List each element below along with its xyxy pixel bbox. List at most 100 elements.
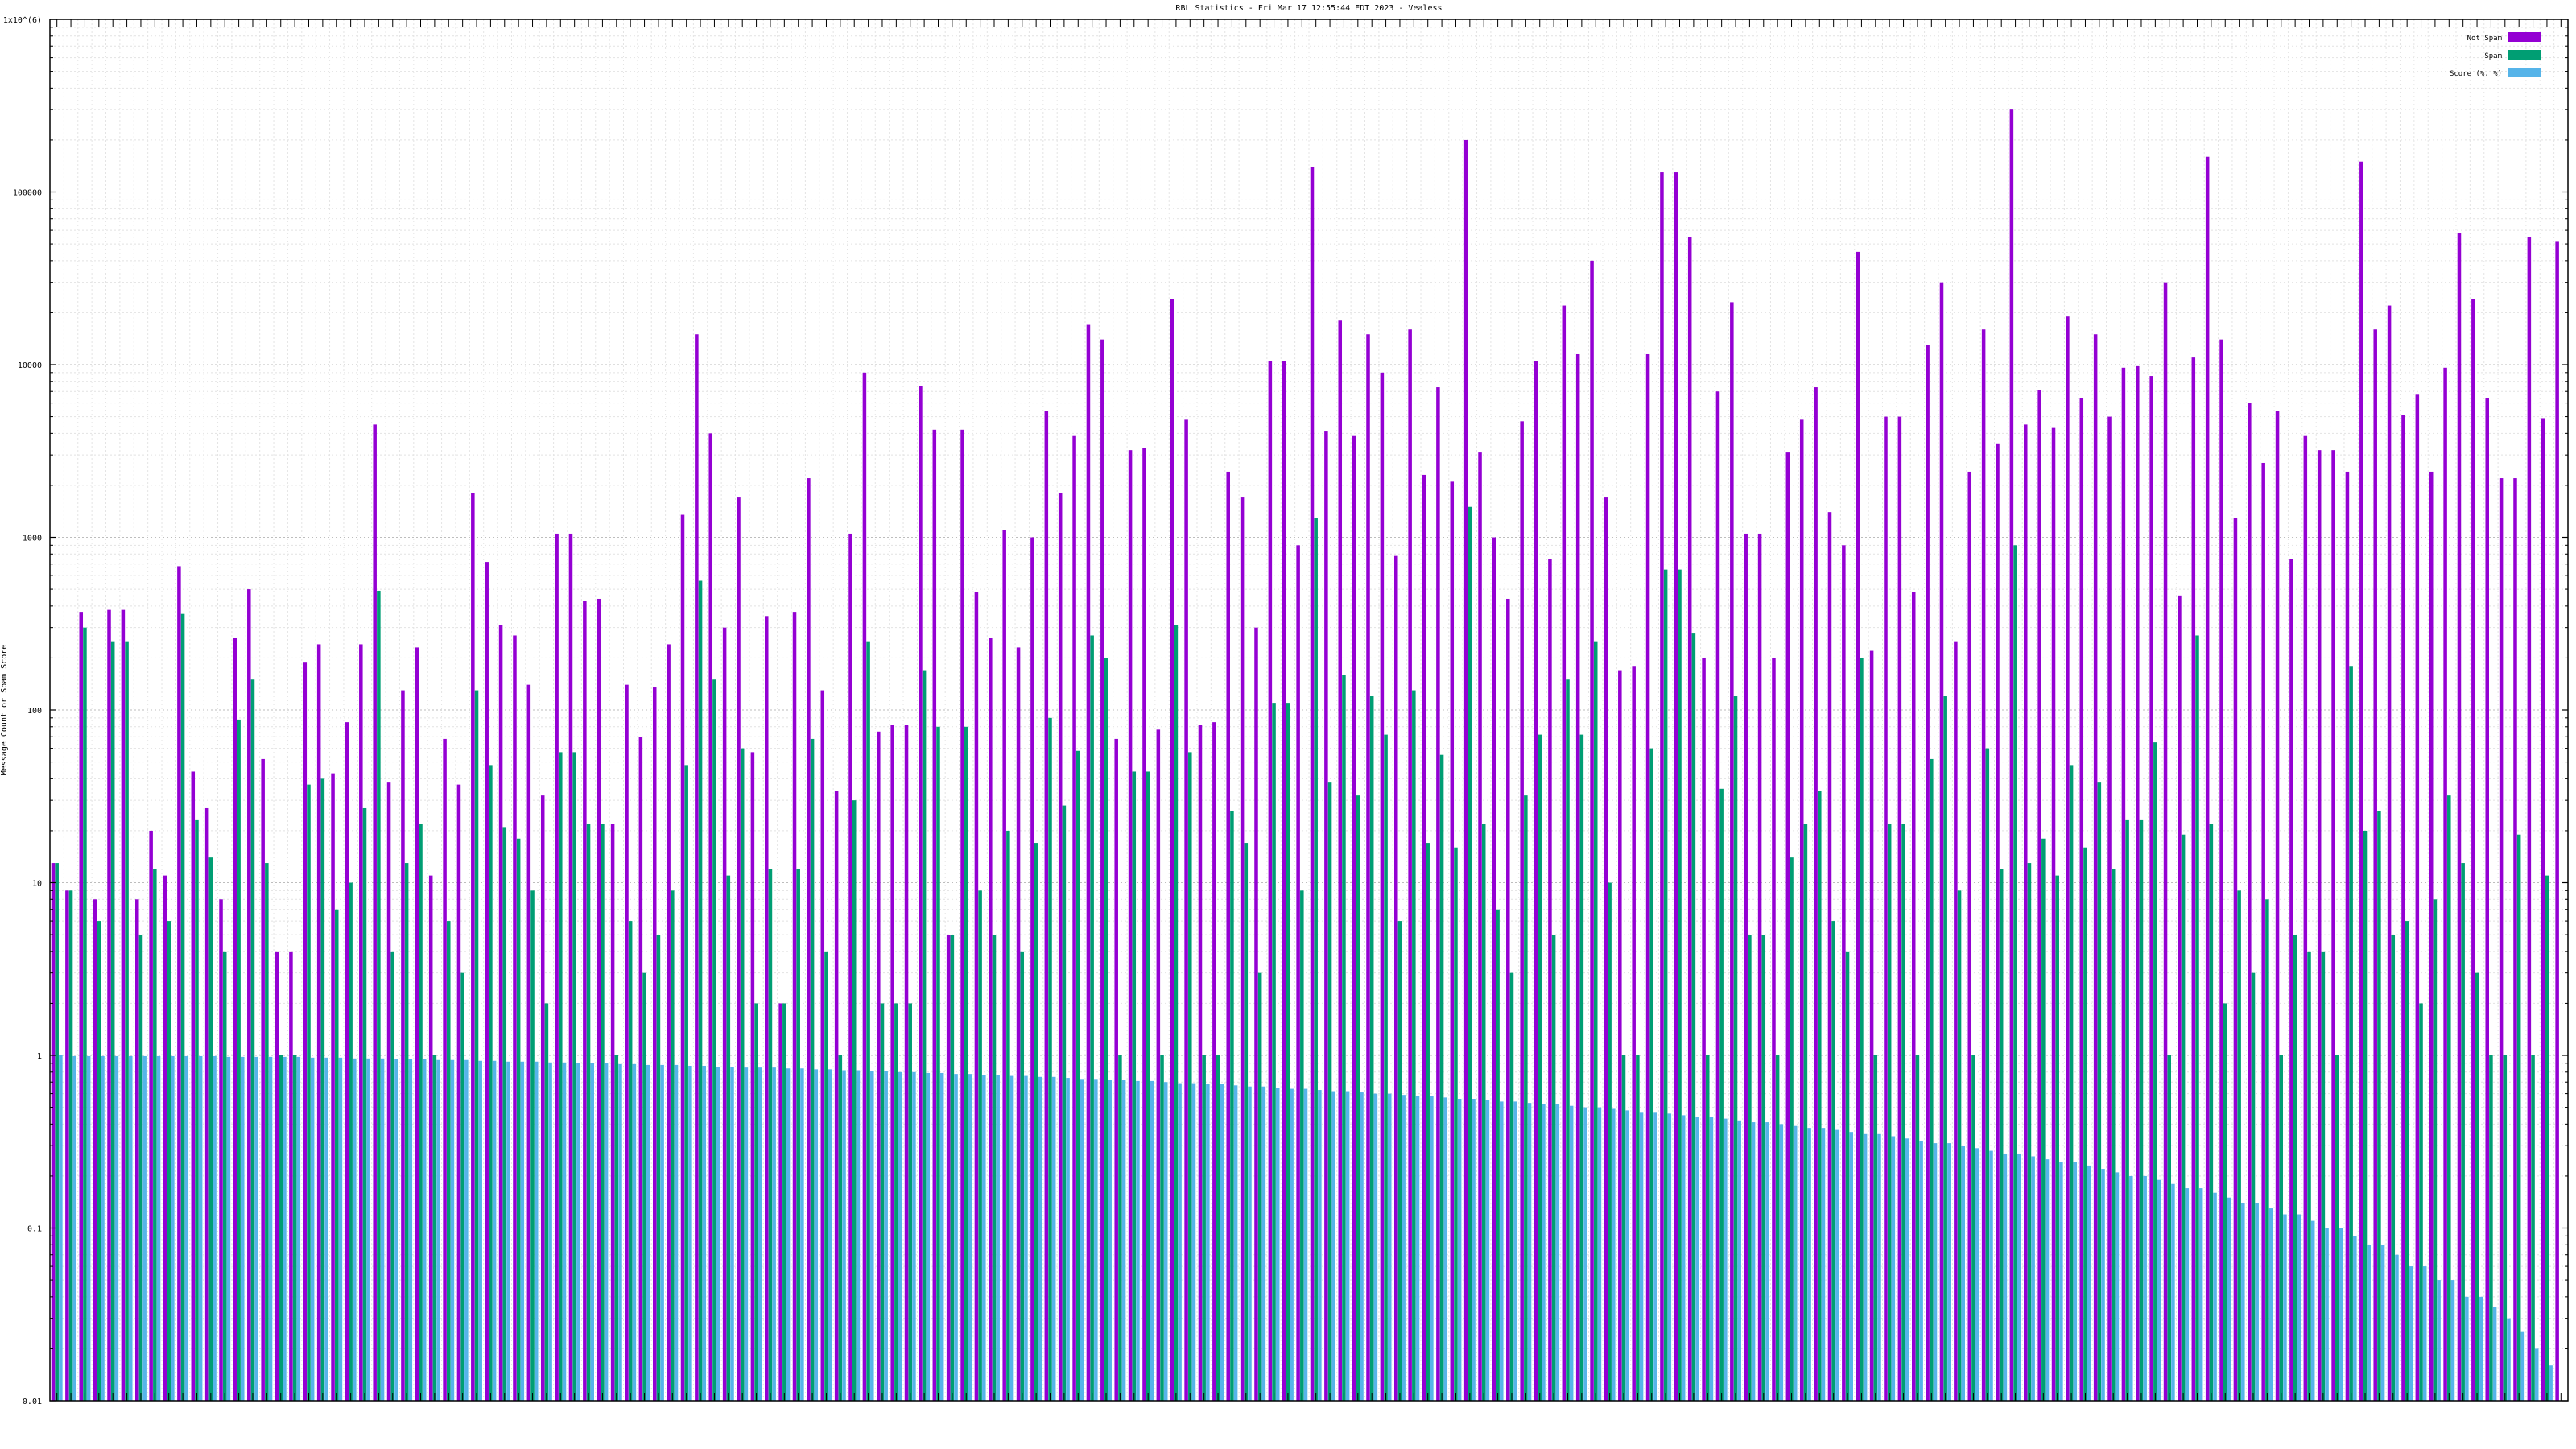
bar xyxy=(1569,1105,1574,1401)
bar xyxy=(83,627,87,1401)
bar xyxy=(362,807,367,1401)
bar xyxy=(2255,1203,2259,1401)
bar xyxy=(1380,372,1385,1402)
bar xyxy=(559,752,563,1401)
bar xyxy=(506,1061,510,1401)
bar xyxy=(730,1067,734,1401)
bar xyxy=(1472,1099,1476,1401)
bar xyxy=(1996,443,2000,1402)
bar xyxy=(419,824,423,1401)
bar xyxy=(1653,1112,1657,1401)
bar xyxy=(526,684,531,1401)
bar xyxy=(93,899,97,1401)
bar xyxy=(478,1060,482,1401)
bar xyxy=(810,738,815,1401)
y-tick-label: 1x10^(6) xyxy=(3,16,42,25)
bar xyxy=(2325,1228,2329,1401)
bar xyxy=(377,590,381,1401)
bar xyxy=(2527,237,2532,1402)
bar xyxy=(2293,935,2297,1401)
bar xyxy=(2213,1192,2217,1401)
bar xyxy=(1170,299,1174,1401)
bar xyxy=(2059,1162,2063,1401)
bar xyxy=(121,609,126,1401)
bar xyxy=(1551,935,1556,1401)
bar xyxy=(2345,471,2350,1401)
bar xyxy=(2433,899,2438,1401)
bar xyxy=(129,1055,133,1401)
bar xyxy=(2163,282,2168,1402)
bar xyxy=(989,638,993,1401)
bar xyxy=(1807,1128,1811,1401)
bar xyxy=(265,863,269,1401)
bar xyxy=(1911,592,1916,1401)
bar xyxy=(1318,1090,1322,1401)
bar xyxy=(1104,658,1108,1401)
bar xyxy=(716,1067,720,1401)
bar xyxy=(890,724,894,1401)
bar xyxy=(1275,1088,1280,1401)
bar xyxy=(1779,1124,1784,1401)
bar xyxy=(807,478,811,1402)
bar xyxy=(2027,863,2032,1401)
bar xyxy=(1842,545,1846,1402)
bar xyxy=(345,722,349,1401)
bar xyxy=(2045,1159,2050,1401)
bar xyxy=(489,765,493,1401)
bar xyxy=(576,1063,580,1401)
bar xyxy=(2377,811,2381,1401)
legend-swatch xyxy=(2508,68,2541,77)
bar xyxy=(1989,1150,1993,1401)
bar-marks xyxy=(51,109,2559,1402)
bar xyxy=(1562,305,1567,1402)
bar xyxy=(1863,1133,1868,1401)
bar xyxy=(1248,1086,1252,1401)
bar xyxy=(1933,1143,1938,1401)
bar xyxy=(1450,481,1455,1401)
bar xyxy=(502,827,507,1401)
bar xyxy=(1884,416,1888,1401)
bar xyxy=(2149,376,2153,1402)
bar xyxy=(1649,748,1654,1401)
bar xyxy=(824,951,828,1401)
bar xyxy=(1327,782,1332,1401)
bar xyxy=(1897,416,1902,1401)
bar xyxy=(1360,1092,1364,1401)
bar xyxy=(614,1055,619,1401)
bar xyxy=(978,890,982,1401)
bar xyxy=(597,598,601,1401)
bar xyxy=(2248,402,2252,1401)
bar xyxy=(1034,843,1038,1401)
bar xyxy=(2545,875,2549,1401)
bar xyxy=(2380,1245,2385,1401)
bar xyxy=(1342,675,1346,1401)
bar xyxy=(898,1071,902,1401)
bar xyxy=(1132,771,1137,1401)
bar xyxy=(149,830,153,1401)
bar xyxy=(1524,795,1528,1401)
bar xyxy=(2297,1214,2301,1401)
bar xyxy=(936,726,940,1401)
bar xyxy=(2465,1296,2469,1401)
bar xyxy=(2237,890,2241,1401)
bar xyxy=(447,921,451,1401)
bar xyxy=(1985,748,1990,1401)
bar xyxy=(283,1056,287,1401)
bar xyxy=(2171,1183,2175,1401)
bar xyxy=(2241,1203,2245,1401)
bar xyxy=(1002,530,1006,1401)
bar xyxy=(2125,819,2129,1401)
bar xyxy=(2359,161,2363,1402)
bar xyxy=(415,647,419,1401)
bar xyxy=(1394,555,1398,1401)
bar xyxy=(2227,1197,2231,1401)
bar xyxy=(213,1055,217,1401)
bar xyxy=(177,566,181,1402)
bar xyxy=(408,1059,413,1401)
bar xyxy=(1300,890,1304,1401)
bar xyxy=(138,935,143,1401)
series-2 xyxy=(59,1055,2553,1401)
bar xyxy=(1402,1095,1406,1401)
bar xyxy=(1744,533,1748,1402)
bar xyxy=(2534,1348,2539,1401)
